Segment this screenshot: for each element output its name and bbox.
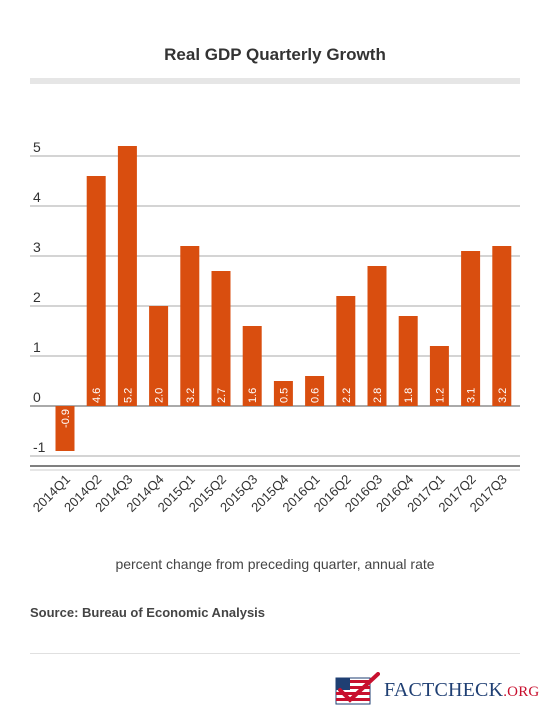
bar-2016Q4 [398,316,418,406]
bar-2014Q2 [86,176,106,406]
bar-2014Q1 [55,406,75,451]
bar-chart: -1 0 1 2 3 4 5 -0.9 4.6 5.2 2.0 3.2 2.7 1.6 0.5 0.6 2.2… [30,139,520,515]
bar-2015Q2 [211,271,231,406]
bar-data-label: 2.7 [216,388,228,403]
bar-2017Q1 [429,346,449,406]
source-note: Source: Bureau of Economic Analysis [30,605,266,620]
bar-data-label: 1.6 [247,388,259,403]
bar-2017Q3 [492,246,512,406]
y-tick-label: 3 [33,239,41,255]
bar-2016Q1 [305,376,325,406]
bar-2015Q1 [180,246,200,406]
bar-data-label: 5.2 [122,388,134,403]
y-tick-label: 0 [33,389,41,405]
bar-data-label: 3.2 [497,388,509,403]
bar-2017Q2 [461,251,481,406]
bar-data-label: 3.1 [466,388,478,403]
bar-data-label: 0.6 [310,388,322,403]
bar-data-label: 1.8 [403,388,415,403]
y-tick-label: 1 [33,339,41,355]
bar-2014Q3 [117,146,137,406]
y-tick-label: 2 [33,289,41,305]
bar-data-label: 0.5 [278,388,290,403]
y-tick-label: -1 [33,439,46,455]
bar-2016Q2 [336,296,356,406]
logo-name: FACTCHECK [384,679,504,701]
y-tick-label: 5 [33,139,41,155]
logo-suffix: .ORG [503,684,540,700]
factcheck-logo[interactable]: FACTCHECK.ORG [334,668,539,708]
grid-lines [30,155,520,471]
chart-caption: percent change from preceding quarter, a… [115,556,435,572]
logo-wordmark: FACTCHECK.ORG [384,679,539,702]
x-tick-labels: 2014Q12014Q22014Q32014Q42015Q12015Q22015… [30,472,510,515]
flag-check-icon [335,672,380,705]
y-tick-label: 4 [33,189,41,205]
bar-2016Q3 [367,266,387,406]
bar-data-label: 2.2 [341,388,353,403]
footer-divider [30,653,520,654]
bar-data-label: -0.9 [60,409,72,428]
bar-data-label: 4.6 [91,388,103,403]
bar-data-label: 2.0 [154,388,166,403]
bar-data-label: 3.2 [185,388,197,403]
bar-2015Q3 [242,326,262,406]
bar-data-label: 2.8 [372,388,384,403]
bar-2014Q4 [149,306,169,406]
bars: -0.9 4.6 5.2 2.0 3.2 2.7 1.6 0.5 0.6 2.2 2.8 1.8 1.2… [55,146,512,451]
chart-title: Real GDP Quarterly Growth [164,45,386,64]
y-tick-labels: -1 0 1 2 3 4 5 [33,139,46,455]
bar-2015Q4 [273,381,293,406]
title-divider [30,78,520,84]
bar-data-label: 1.2 [434,388,446,403]
